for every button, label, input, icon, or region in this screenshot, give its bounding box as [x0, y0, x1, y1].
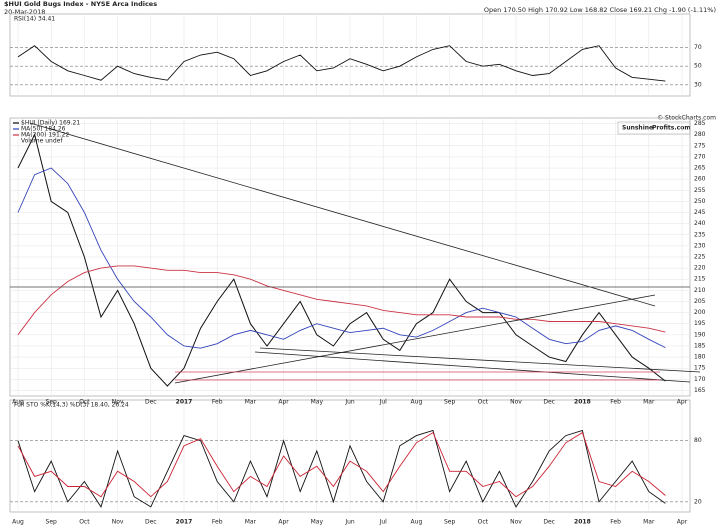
- y-tick-label: 225: [694, 254, 706, 261]
- x-tick-label: Apr: [677, 519, 688, 526]
- x-tick-label: Mar: [643, 399, 655, 406]
- trend-line: [29, 122, 656, 307]
- y-tick-label: 175: [694, 365, 706, 372]
- x-tick-label: Dec: [145, 399, 157, 406]
- y-tick-label: 265: [694, 165, 706, 172]
- series-line: [17, 167, 666, 349]
- x-tick-label: Aug: [12, 519, 24, 526]
- logo-text: Sunshine: [622, 125, 653, 132]
- x-tick-label: May: [311, 399, 324, 406]
- x-tick-label: Nov: [112, 399, 124, 406]
- y-tick-label: 240: [694, 220, 706, 227]
- y-tick-label: 170: [694, 376, 706, 383]
- series-line: [17, 431, 666, 498]
- date: 20-Mar-2018: [4, 8, 45, 16]
- x-tick-label: Feb: [610, 399, 621, 406]
- x-tick-label: Jul: [379, 519, 388, 526]
- y-tick-label: 220: [694, 265, 706, 272]
- x-tick-label: Feb: [212, 399, 223, 406]
- x-tick-label: Nov: [112, 519, 124, 526]
- x-tick-label: Apr: [278, 519, 289, 526]
- x-tick-label: Dec: [145, 519, 157, 526]
- y-tick-label: 210: [694, 287, 706, 294]
- y-tick-label: 260: [694, 176, 706, 183]
- x-tick-label: 2017: [176, 399, 193, 406]
- x-tick-label: Feb: [212, 519, 223, 526]
- x-tick-label: Oct: [478, 399, 489, 406]
- y-tick-label: 270: [694, 153, 706, 160]
- legend-label: MA(200) 191.22: [21, 132, 69, 139]
- x-tick-label: Jun: [344, 519, 355, 526]
- y-tick-label: 80: [694, 437, 702, 444]
- series-line: [17, 45, 666, 82]
- legend-label: MA(50) 184.26: [21, 126, 66, 133]
- panel-title: Full STO %K(14,3) %D(3) 18.40, 26.24: [14, 402, 129, 409]
- quote: Open 170.50 High 170.92 Low 168.82 Close…: [484, 6, 716, 14]
- trend-lines: [10, 122, 701, 384]
- x-tick-label: Oct: [478, 519, 489, 526]
- y-tick-label: 205: [694, 298, 706, 305]
- x-tick-label: Apr: [677, 399, 688, 406]
- x-tick-label: Sep: [46, 399, 58, 406]
- y-tick-label: 70: [694, 44, 702, 51]
- x-tick-label: Sep: [46, 519, 58, 526]
- y-tick-label: 255: [694, 187, 706, 194]
- x-tick-label: Nov: [510, 519, 522, 526]
- x-tick-label: Mar: [643, 519, 655, 526]
- panel-title: RSI(14) 34.41: [14, 16, 55, 23]
- y-tick-label: 200: [694, 309, 706, 316]
- trend-line: [259, 347, 701, 373]
- x-tick-label: May: [311, 519, 324, 526]
- x-tick-label: Aug: [12, 399, 24, 406]
- x-tick-label: 2017: [176, 519, 193, 526]
- x-tick-label: Oct: [79, 399, 90, 406]
- y-tick-label: 190: [694, 331, 706, 338]
- y-tick-label: 275: [694, 142, 706, 149]
- logo: Sunshine Profits.com: [617, 121, 691, 135]
- y-tick-label: 20: [694, 498, 702, 505]
- y-tick-label: 165: [694, 387, 706, 394]
- x-tick-label: Sep: [444, 519, 456, 526]
- logo-text: Profits.com: [652, 125, 691, 132]
- symbol: $HUI Gold Bugs Index - NYSE Arca Indices: [4, 0, 157, 8]
- trend-line: [174, 294, 656, 384]
- x-tick-label: 2018: [574, 519, 591, 526]
- x-tick-label: Nov: [510, 399, 522, 406]
- y-tick-label: 245: [694, 209, 706, 216]
- legend-label: $HUI (Daily) 169.21: [21, 120, 80, 127]
- x-tick-label: Mar: [245, 519, 257, 526]
- y-tick-label: 230: [694, 242, 706, 249]
- x-tick-label: Feb: [610, 519, 621, 526]
- y-tick-label: 215: [694, 276, 706, 283]
- y-tick-label: 195: [694, 320, 706, 327]
- series-line: [17, 265, 666, 336]
- y-tick-label: 185: [694, 342, 706, 349]
- x-tick-label: Sep: [444, 399, 456, 406]
- y-tick-label: 180: [694, 354, 706, 361]
- y-tick-label: 285: [694, 120, 706, 127]
- series-line: [17, 133, 666, 387]
- y-tick-label: 235: [694, 231, 706, 238]
- y-tick-label: 250: [694, 198, 706, 205]
- y-tick-label: 50: [694, 63, 702, 70]
- y-tick-label: 280: [694, 131, 706, 138]
- x-tick-label: Aug: [411, 399, 423, 406]
- x-tick-label: Oct: [79, 519, 90, 526]
- x-tick-label: Dec: [543, 519, 555, 526]
- legend-label: Volume undef: [21, 138, 63, 145]
- x-tick-label: Jun: [344, 399, 355, 406]
- x-tick-label: Apr: [278, 399, 289, 406]
- x-tick-label: Aug: [411, 519, 423, 526]
- x-tick-label: 2018: [574, 399, 591, 406]
- trend-line: [254, 351, 691, 383]
- x-tick-label: Dec: [543, 399, 555, 406]
- x-tick-label: Jul: [379, 399, 388, 406]
- x-tick-label: Mar: [245, 399, 257, 406]
- y-tick-label: 30: [694, 81, 702, 88]
